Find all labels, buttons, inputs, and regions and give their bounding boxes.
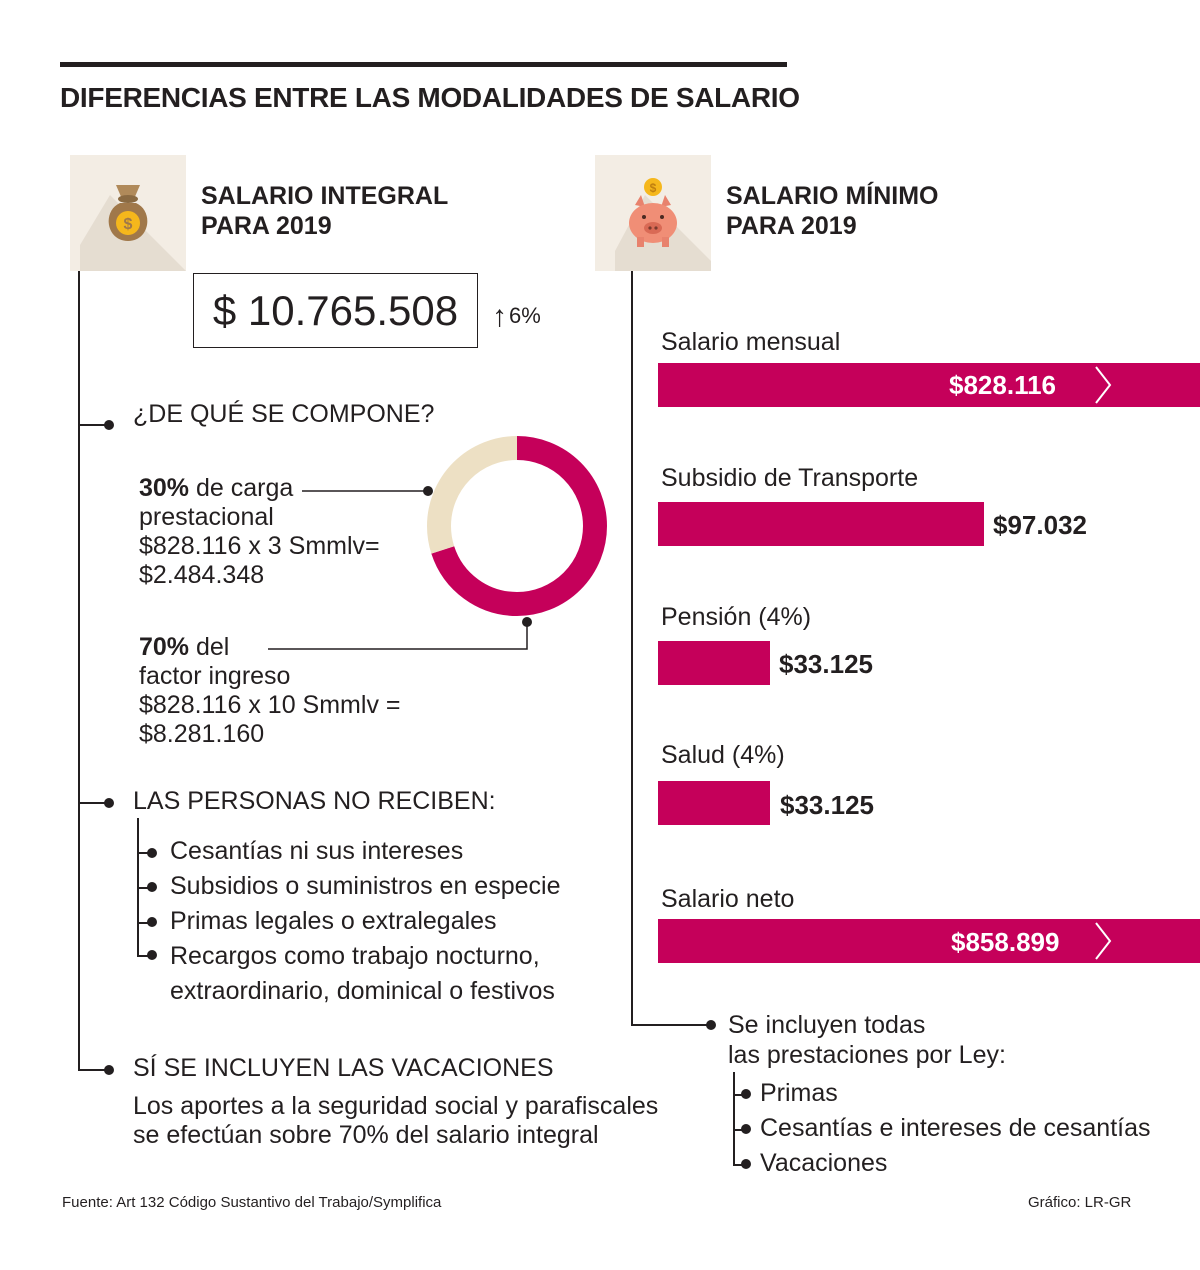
bar-value: $33.125: [779, 649, 873, 679]
connector: [78, 1069, 108, 1071]
vacaciones-heading: SÍ SE INCLUYEN LAS VACACIONES: [133, 1054, 554, 1082]
bullet-dot: [147, 950, 157, 960]
part1-line2: prestacional: [139, 503, 274, 531]
connector: [78, 424, 108, 426]
bar-value: $33.125: [780, 790, 874, 820]
money-bag-icon: $: [80, 185, 186, 271]
connector: [78, 802, 108, 804]
part1-label: de carga: [189, 474, 294, 502]
leader-line-70: [268, 624, 528, 650]
bar-value: $858.899: [951, 927, 1060, 957]
list-item: Subsidios o suministros en especie: [170, 872, 561, 900]
bullet-dot: [147, 882, 157, 892]
bar: [658, 781, 770, 825]
bullet-dot: [706, 1020, 716, 1030]
bar-value: $828.116: [949, 370, 1057, 400]
bar-value: $97.032: [993, 510, 1087, 540]
prestaciones-tree: [733, 1072, 735, 1165]
connector: [137, 887, 151, 889]
prestaciones-heading: Se incluyen todas las prestaciones por L…: [728, 1010, 1006, 1070]
credit-note: Gráfico: LR-GR: [1028, 1194, 1132, 1211]
bullet-dot: [104, 798, 114, 808]
prestaciones-line1: Se incluyen todas: [728, 1011, 926, 1039]
bar: [658, 502, 984, 546]
bar: [658, 919, 1200, 963]
bar: [658, 363, 1200, 407]
part1-pct: 30%: [139, 474, 190, 502]
part1-text: 30% de carga prestacional $828.116 x 3 S…: [139, 474, 380, 590]
donut-slice-carga-prestacional: [427, 436, 607, 616]
prestaciones-line2: las prestaciones por Ley:: [728, 1041, 1006, 1069]
connector: [137, 955, 151, 957]
part2-line4: $8.281.160: [139, 720, 265, 748]
list-item: Recargos como trabajo nocturno,: [170, 942, 540, 970]
piggy-bank-icon: $: [615, 178, 711, 271]
minimo-title-line1: SALARIO MÍNIMO: [726, 182, 939, 210]
bar: [658, 641, 770, 685]
bullet-dot: [147, 848, 157, 858]
part2-text: 70% del factor ingreso $828.116 x 10 Smm…: [139, 633, 401, 749]
bar-label: Salud (4%): [661, 741, 785, 769]
part2-line2: factor ingreso: [139, 662, 291, 690]
list-item: Cesantías e intereses de cesantías: [760, 1114, 1151, 1142]
bar-label: Salario neto: [661, 885, 795, 913]
connector: [137, 922, 151, 924]
compose-heading: ¿DE QUÉ SE COMPONE?: [133, 400, 435, 428]
leader-dot-70: [522, 617, 532, 627]
vacaciones-line2: se efectúan sobre 70% del salario integr…: [133, 1121, 599, 1149]
list-item: Primas legales o extralegales: [170, 907, 497, 935]
integral-title-line2: PARA 2019: [201, 212, 332, 240]
svg-text:$: $: [124, 216, 133, 233]
leader-dot-30: [423, 486, 433, 496]
part2-pct: 70%: [139, 633, 190, 661]
minimo-title: SALARIO MÍNIMO PARA 2019: [726, 181, 939, 241]
bullet-dot: [741, 1159, 751, 1169]
vacaciones-text: Los aportes a la seguridad social y para…: [133, 1092, 658, 1150]
integral-icon-box: $: [70, 155, 186, 271]
integral-change: ↑6%: [492, 300, 541, 334]
bar-label: Subsidio de Transporte: [661, 464, 919, 492]
integral-change-value: 6%: [509, 303, 541, 328]
chevron-right-icon: [1095, 366, 1112, 404]
integral-timeline: [78, 271, 80, 1070]
connector: [137, 852, 151, 854]
title-rule: [60, 62, 787, 67]
list-item: Primas: [760, 1079, 838, 1107]
integral-amount: $ 10.765.508: [193, 273, 478, 348]
bullet-dot: [741, 1089, 751, 1099]
minimo-timeline: [631, 271, 633, 1024]
part1-line4: $2.484.348: [139, 561, 265, 589]
arrow-up-icon: ↑: [492, 300, 507, 333]
vacaciones-line1: Los aportes a la seguridad social y para…: [133, 1092, 659, 1120]
integral-title: SALARIO INTEGRAL PARA 2019: [201, 181, 448, 241]
page-title: DIFERENCIAS ENTRE LAS MODALIDADES DE SAL…: [60, 82, 800, 113]
list-item-continuation: extraordinario, dominical o festivos: [170, 977, 555, 1005]
bar-label: Salario mensual: [661, 328, 841, 356]
connector: [733, 1129, 745, 1131]
integral-title-line1: SALARIO INTEGRAL: [201, 182, 449, 210]
part1-line3: $828.116 x 3 Smmlv=: [139, 532, 380, 560]
connector: [733, 1164, 745, 1166]
svg-text:$: $: [650, 181, 657, 195]
part2-label: del: [189, 633, 230, 661]
no-reciben-heading: LAS PERSONAS NO RECIBEN:: [133, 787, 496, 815]
bullet-dot: [104, 1065, 114, 1075]
bullet-dot: [741, 1124, 751, 1134]
part2-line3: $828.116 x 10 Smmlv =: [139, 691, 401, 719]
minimo-title-line2: PARA 2019: [726, 212, 857, 240]
connector: [733, 1094, 745, 1096]
bullet-dot: [104, 420, 114, 430]
connector: [631, 1024, 711, 1026]
chevron-right-icon: [1095, 922, 1112, 960]
list-item: Cesantías ni sus intereses: [170, 837, 464, 865]
bullet-dot: [147, 917, 157, 927]
bar-label: Pensión (4%): [661, 603, 812, 631]
source-note: Fuente: Art 132 Código Sustantivo del Tr…: [62, 1194, 442, 1211]
list-item: Vacaciones: [760, 1149, 888, 1177]
minimo-icon-box: $: [595, 155, 711, 271]
